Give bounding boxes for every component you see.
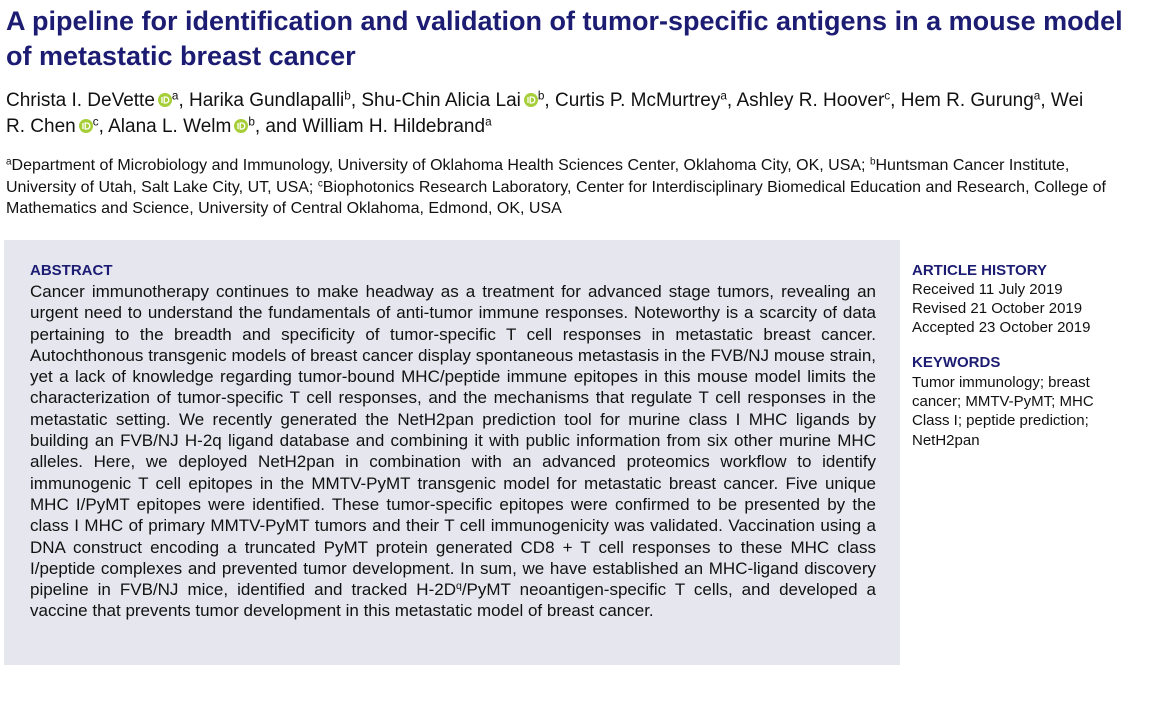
author-name: Alana L. Welm [108, 116, 232, 137]
title: A pipeline for identification and valida… [6, 6, 1123, 71]
author-affiliation: a [171, 89, 179, 103]
author-affiliation: b [248, 115, 255, 129]
author-separator: , [890, 90, 901, 111]
affiliation-label: a [6, 156, 12, 168]
author-separator: , [1040, 90, 1051, 111]
affiliation-list: aDepartment of Microbiology and Immunolo… [6, 155, 1106, 220]
author-list: Christa I. DeVette a, Harika Gundlapallib… [6, 88, 1106, 140]
abstract-text-part: Cancer immunotherapy continues to make h… [30, 282, 876, 600]
affiliation-text: Biophotonics Research Laboratory, Center… [6, 178, 1106, 218]
history-item: Revised 21 October 2019 [912, 300, 1083, 318]
author-name: Ashley R. Hoover [736, 90, 885, 111]
author-name: Wei R. Chen [6, 90, 1084, 137]
keywords: Tumor immunology; breast cancer; MMTV-Py… [912, 374, 1094, 449]
author-affiliation: a [485, 115, 492, 129]
history-heading: ARTICLE HISTORY [912, 262, 1048, 279]
author-affiliation: c [92, 115, 99, 129]
affiliation-text: Department of Microbiology and Immunolog… [11, 157, 870, 174]
author-affiliation: a [1033, 89, 1041, 103]
author-name: Hem R. Gurung [900, 90, 1034, 111]
abstract-text: Cancer immunotherapy continues to make h… [30, 281, 876, 622]
author-affiliation: b [344, 89, 351, 103]
abstract-superscript: q [455, 580, 462, 593]
author-name: Harika Gundlapalli [189, 90, 345, 111]
author-name: Shu-Chin Alicia Lai [361, 90, 521, 111]
orcid-icon[interactable] [523, 93, 538, 107]
affiliation-label: c [317, 178, 323, 190]
author-separator: , [178, 90, 190, 111]
orcid-icon[interactable] [234, 119, 249, 133]
author-affiliation: b [537, 89, 545, 103]
author-separator: , [726, 90, 737, 111]
author-separator: , and [254, 116, 303, 137]
affiliation-text: Huntsman Cancer Institute, University of… [6, 157, 1070, 196]
author-affiliation: c [884, 89, 891, 103]
orcid-icon[interactable] [157, 93, 172, 107]
history-list: Received 11 July 2019 Revised 21 October … [912, 280, 1090, 338]
abstract-box [4, 240, 900, 665]
author-affiliation: a [720, 89, 727, 103]
author-name: Christa I. DeVette [6, 90, 155, 111]
keywords-heading: KEYWORDS [912, 354, 1001, 371]
history-item: Accepted 23 October 2019 [912, 319, 1091, 337]
orcid-icon[interactable] [78, 119, 93, 133]
author-separator: , [350, 90, 362, 111]
history-item: Received 11 July 2019 [912, 281, 1063, 298]
abstract-heading: ABSTRACT [30, 262, 113, 279]
affiliation-label: b [869, 156, 876, 168]
abstract-text-part: /PyMT neoantigen-specific T cells, and d… [30, 580, 876, 621]
author-separator: , [98, 116, 109, 137]
author-separator: , [544, 90, 555, 111]
author-name: William H. Hildebrand [302, 116, 486, 137]
author-name: Curtis P. McMurtrey [554, 90, 721, 111]
